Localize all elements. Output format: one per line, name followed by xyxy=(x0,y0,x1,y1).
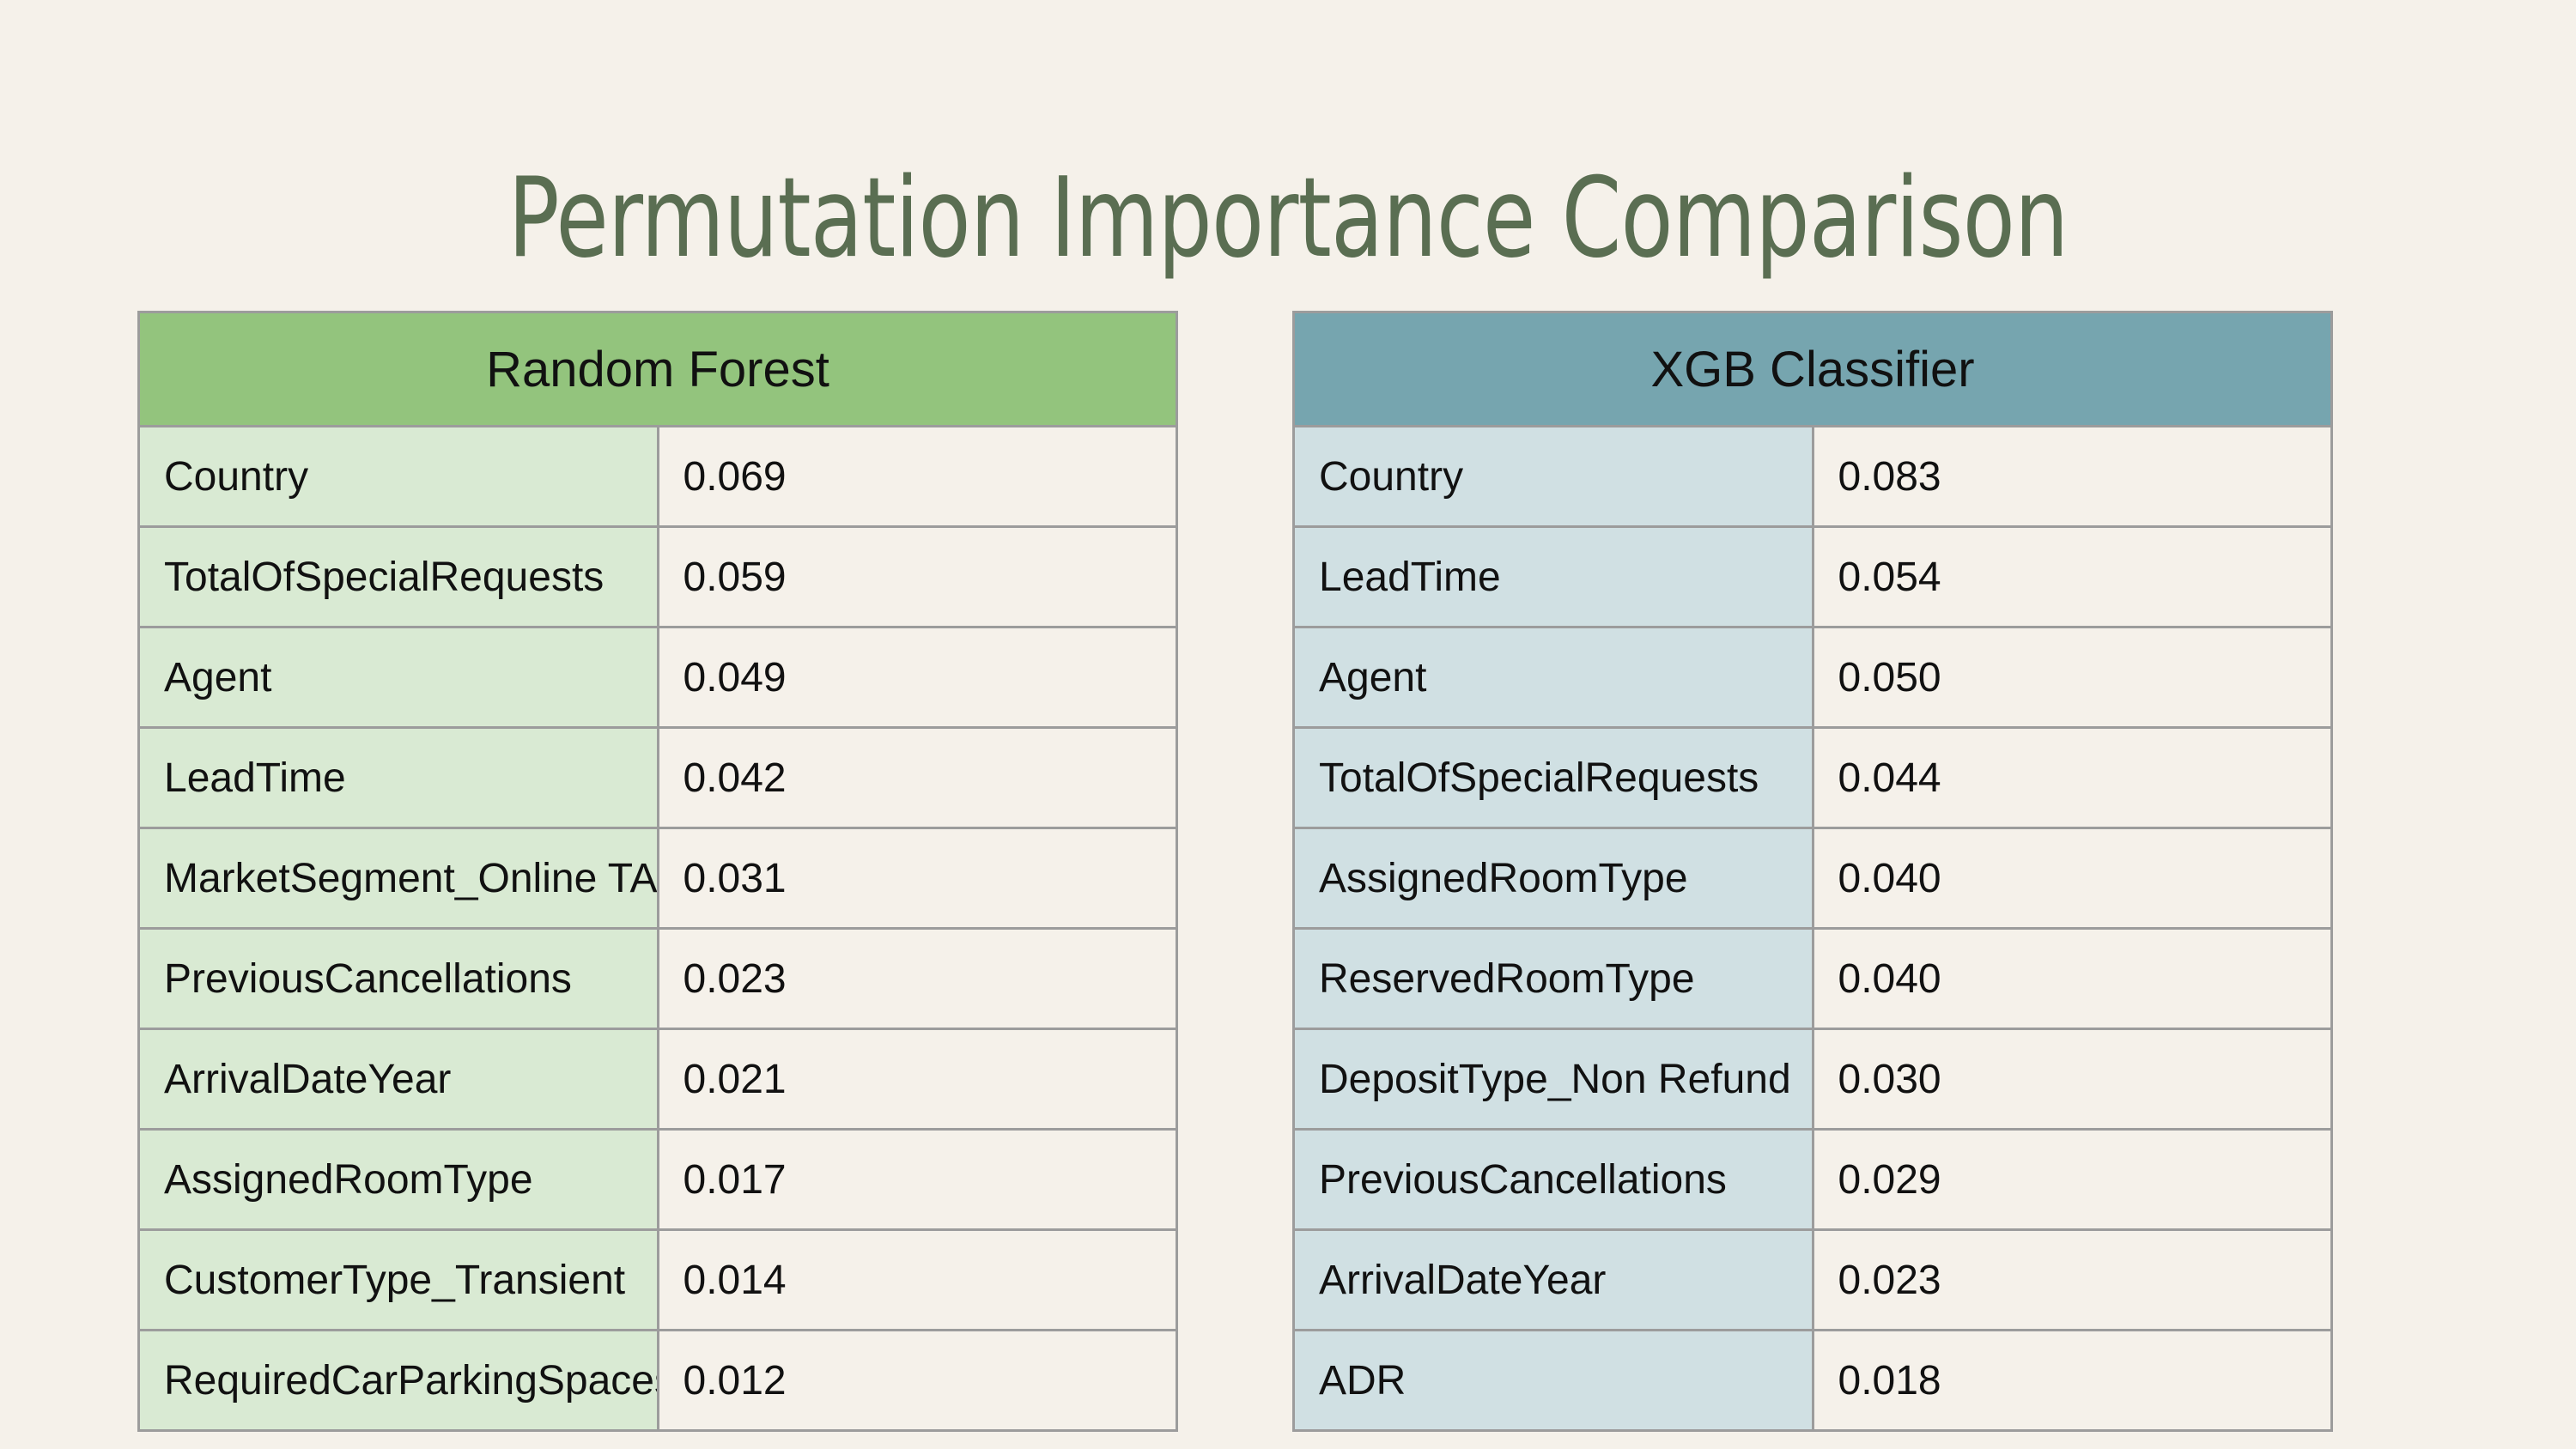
importance-value: 0.083 xyxy=(1811,425,2333,528)
importance-value: 0.044 xyxy=(1811,726,2333,829)
table-row: ReservedRoomType 0.040 xyxy=(1292,927,2333,1030)
table-row: DepositType_Non Refund 0.030 xyxy=(1292,1028,2333,1131)
feature-name: CustomerType_Transient xyxy=(137,1228,659,1331)
feature-name: TotalOfSpecialRequests xyxy=(137,525,659,628)
importance-value: 0.023 xyxy=(1811,1228,2333,1331)
importance-value: 0.030 xyxy=(1811,1028,2333,1131)
importance-value: 0.040 xyxy=(1811,927,2333,1030)
table-row: Agent 0.050 xyxy=(1292,626,2333,729)
table-row: CustomerType_Transient 0.014 xyxy=(137,1228,1178,1331)
table-row: TotalOfSpecialRequests 0.044 xyxy=(1292,726,2333,829)
slide-title: Permutation Importance Comparison xyxy=(507,155,2069,282)
table-row: AssignedRoomType 0.017 xyxy=(137,1128,1178,1231)
importance-value: 0.018 xyxy=(1811,1329,2333,1432)
xgb-classifier-table: XGB Classifier Country 0.083 LeadTime 0.05… xyxy=(1292,311,2333,1432)
feature-name: AssignedRoomType xyxy=(137,1128,659,1231)
feature-name: PreviousCancellations xyxy=(137,927,659,1030)
importance-value: 0.014 xyxy=(656,1228,1178,1331)
importance-value: 0.049 xyxy=(656,626,1178,729)
importance-value: 0.031 xyxy=(656,827,1178,930)
feature-name: ADR xyxy=(1292,1329,1814,1432)
table-row: RequiredCarParkingSpaces 0.012 xyxy=(137,1329,1178,1432)
table-row: AssignedRoomType 0.040 xyxy=(1292,827,2333,930)
importance-value: 0.042 xyxy=(656,726,1178,829)
table-row: MarketSegment_Online TA 0.031 xyxy=(137,827,1178,930)
feature-name: Country xyxy=(1292,425,1814,528)
table-header: Random Forest xyxy=(137,311,1178,427)
table-row: LeadTime 0.054 xyxy=(1292,525,2333,628)
table-row: PreviousCancellations 0.029 xyxy=(1292,1128,2333,1231)
feature-name: ArrivalDateYear xyxy=(1292,1228,1814,1331)
table-row: Country 0.069 xyxy=(137,425,1178,528)
feature-name: Agent xyxy=(1292,626,1814,729)
feature-name: Agent xyxy=(137,626,659,729)
importance-value: 0.040 xyxy=(1811,827,2333,930)
feature-name: ArrivalDateYear xyxy=(137,1028,659,1131)
importance-value: 0.059 xyxy=(656,525,1178,628)
importance-value: 0.012 xyxy=(656,1329,1178,1432)
table-row: LeadTime 0.042 xyxy=(137,726,1178,829)
table-header-row: Random Forest xyxy=(137,311,1178,427)
table-row: PreviousCancellations 0.023 xyxy=(137,927,1178,1030)
feature-name: TotalOfSpecialRequests xyxy=(1292,726,1814,829)
feature-name: MarketSegment_Online TA xyxy=(137,827,659,930)
table-row: Agent 0.049 xyxy=(137,626,1178,729)
feature-name: DepositType_Non Refund xyxy=(1292,1028,1814,1131)
table-header: XGB Classifier xyxy=(1292,311,2333,427)
feature-name: LeadTime xyxy=(1292,525,1814,628)
table-header-row: XGB Classifier xyxy=(1292,311,2333,427)
feature-name: PreviousCancellations xyxy=(1292,1128,1814,1231)
importance-value: 0.050 xyxy=(1811,626,2333,729)
feature-name: ReservedRoomType xyxy=(1292,927,1814,1030)
importance-value: 0.029 xyxy=(1811,1128,2333,1231)
table-row: Country 0.083 xyxy=(1292,425,2333,528)
feature-name: Country xyxy=(137,425,659,528)
table-row: ArrivalDateYear 0.021 xyxy=(137,1028,1178,1131)
table-row: TotalOfSpecialRequests 0.059 xyxy=(137,525,1178,628)
feature-name: AssignedRoomType xyxy=(1292,827,1814,930)
importance-value: 0.017 xyxy=(656,1128,1178,1231)
table-row: ArrivalDateYear 0.023 xyxy=(1292,1228,2333,1331)
importance-value: 0.054 xyxy=(1811,525,2333,628)
random-forest-table: Random Forest Country 0.069 TotalOfSpecia… xyxy=(137,311,1178,1432)
importance-value: 0.021 xyxy=(656,1028,1178,1131)
importance-value: 0.069 xyxy=(656,425,1178,528)
importance-value: 0.023 xyxy=(656,927,1178,1030)
feature-name: RequiredCarParkingSpaces xyxy=(137,1329,659,1432)
feature-name: LeadTime xyxy=(137,726,659,829)
table-row: ADR 0.018 xyxy=(1292,1329,2333,1432)
